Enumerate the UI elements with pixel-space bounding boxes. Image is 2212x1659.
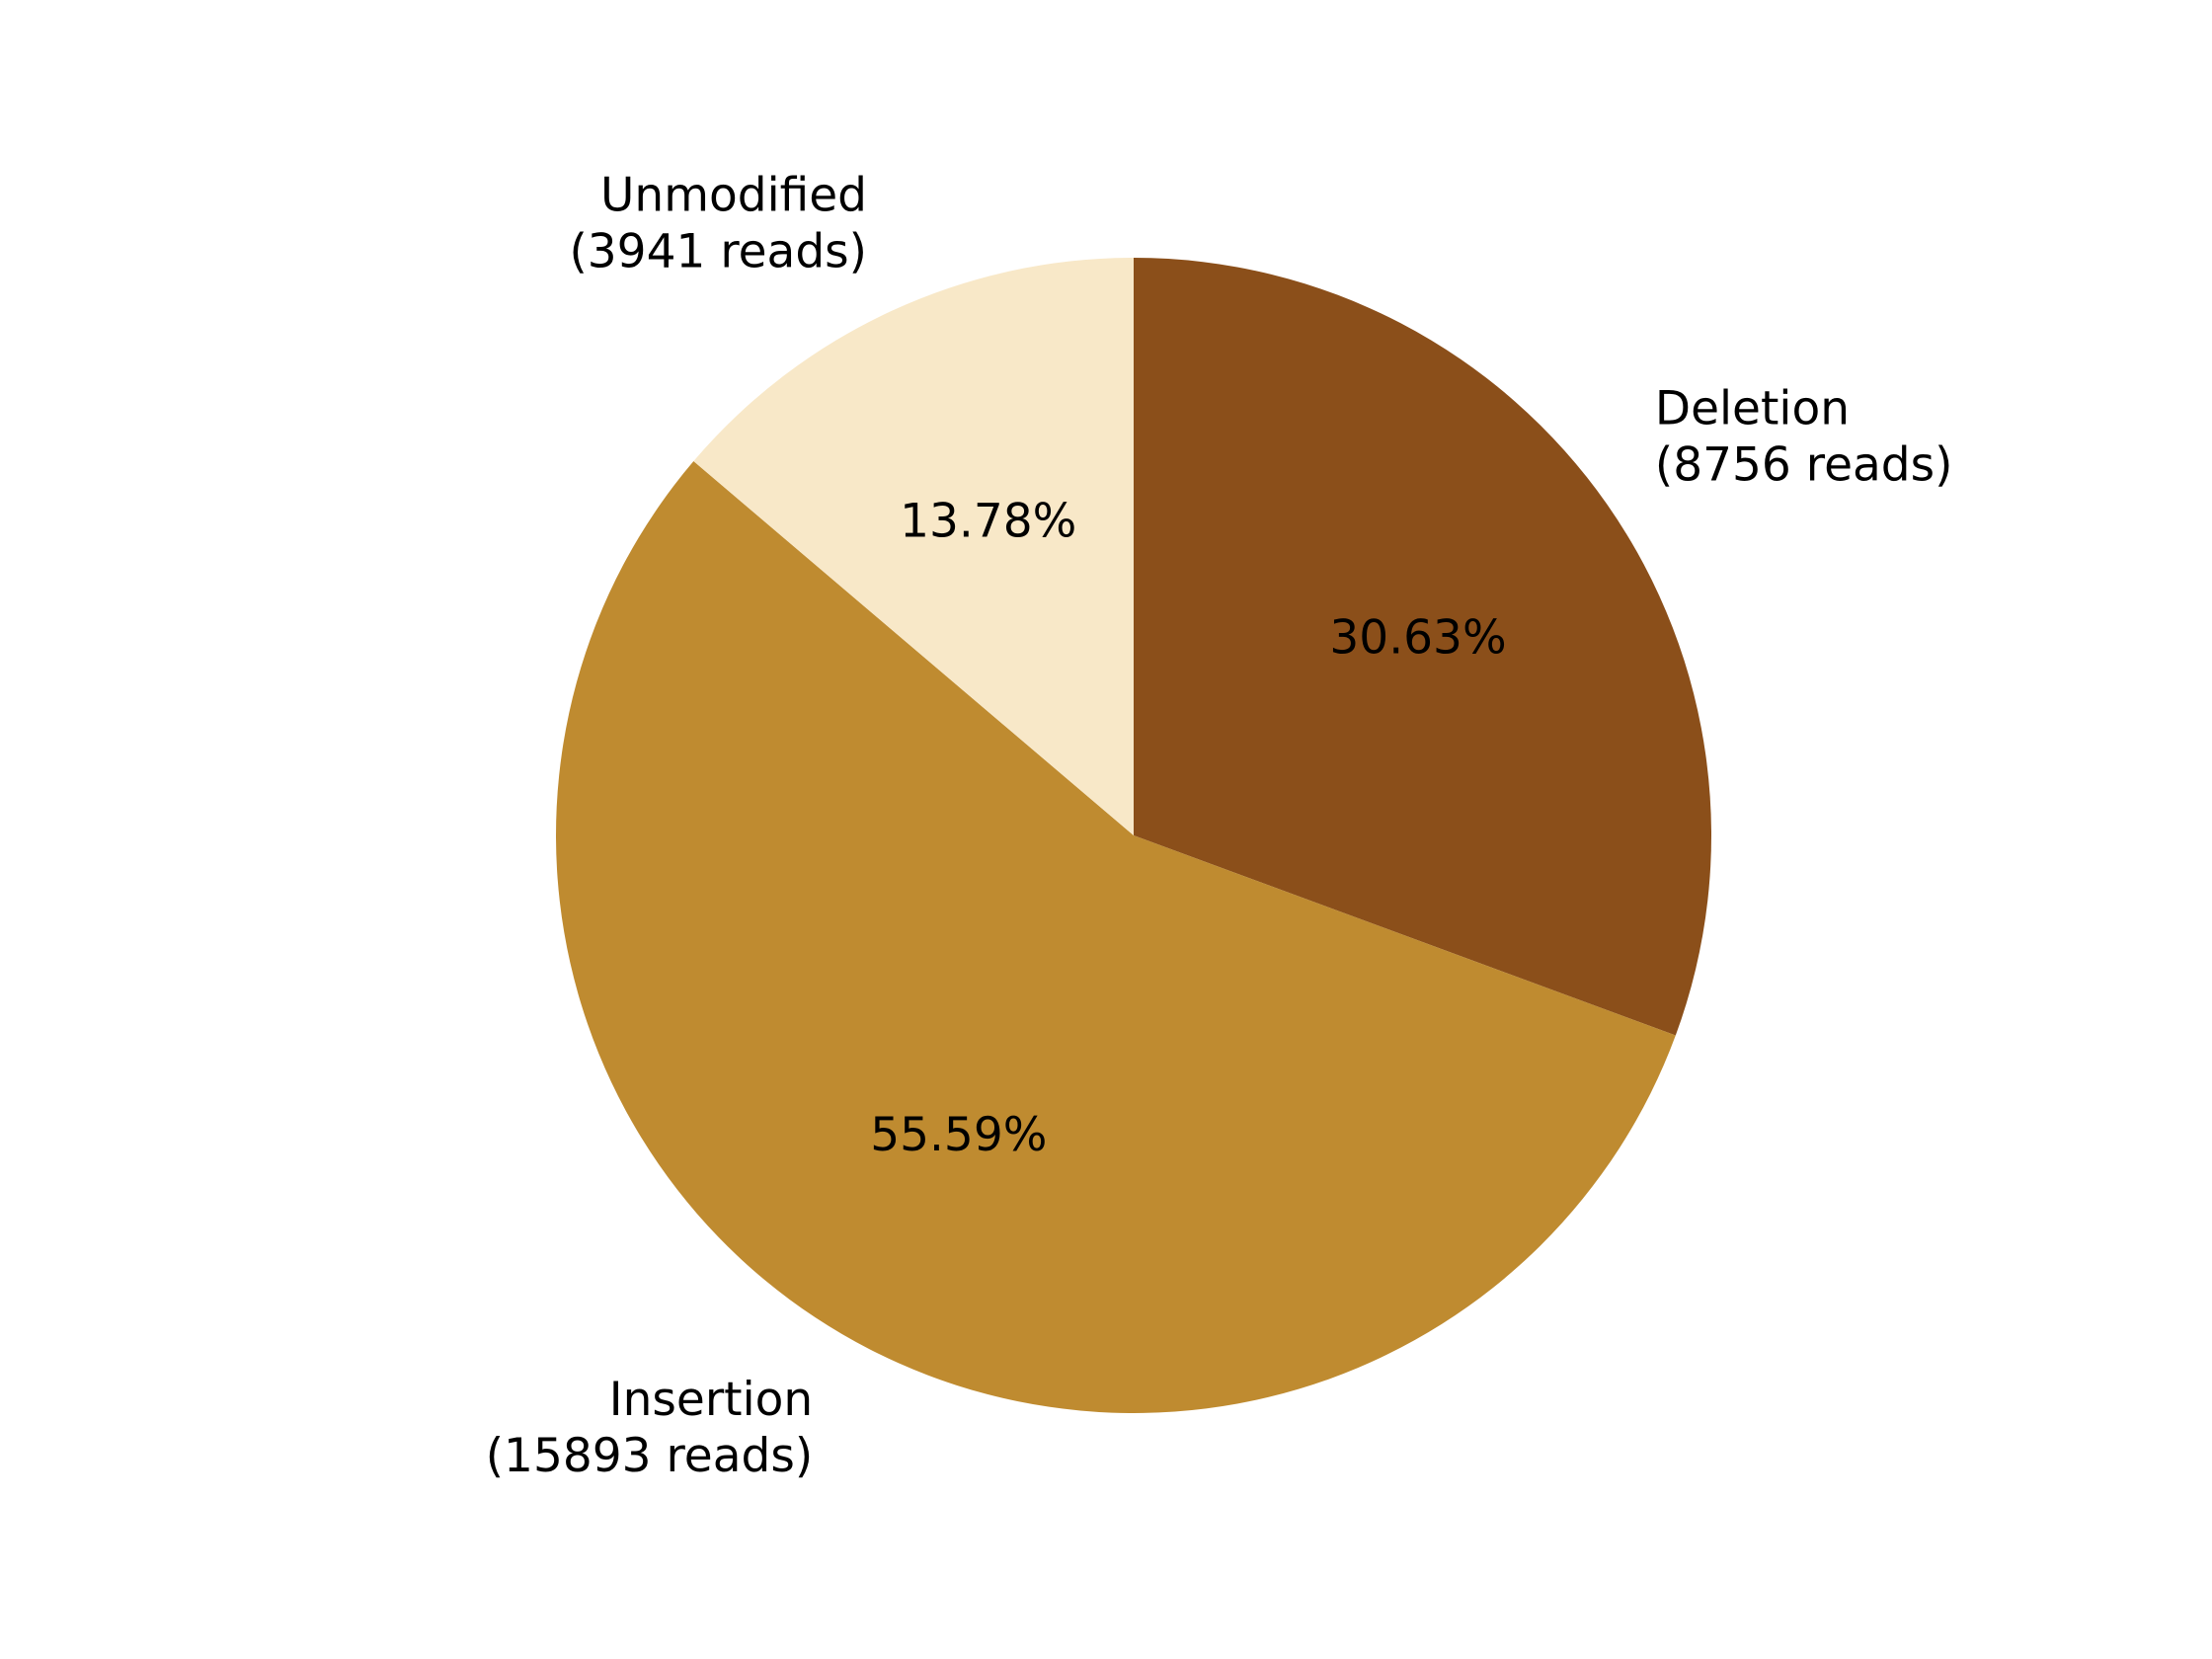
pct-label-deletion: 30.63% (1329, 610, 1506, 665)
slice-label-deletion: Deletion (8756 reads) (1655, 382, 1953, 493)
slice-name: Insertion (609, 1373, 813, 1427)
labels-layer: Deletion (8756 reads) 30.63% Insertion (1589… (486, 169, 1953, 1483)
pct-label-insertion: 55.59% (870, 1108, 1047, 1162)
slice-name: Deletion (1655, 382, 1850, 436)
pie-slice-deletion (1134, 257, 1712, 1036)
pie-slice-insertion (556, 461, 1676, 1413)
slice-label-unmodified: Unmodified (3941 reads) (569, 169, 867, 279)
pie-slice-unmodified (693, 258, 1134, 835)
slices-layer (556, 257, 1712, 1413)
slice-reads: (15893 reads) (486, 1429, 813, 1483)
slice-label-insertion: Insertion (15893 reads) (486, 1373, 813, 1483)
slice-reads: (3941 reads) (569, 225, 867, 279)
pct-label-unmodified: 13.78% (900, 494, 1076, 548)
slice-name: Unmodified (600, 169, 867, 223)
slice-reads: (8756 reads) (1655, 438, 1953, 493)
